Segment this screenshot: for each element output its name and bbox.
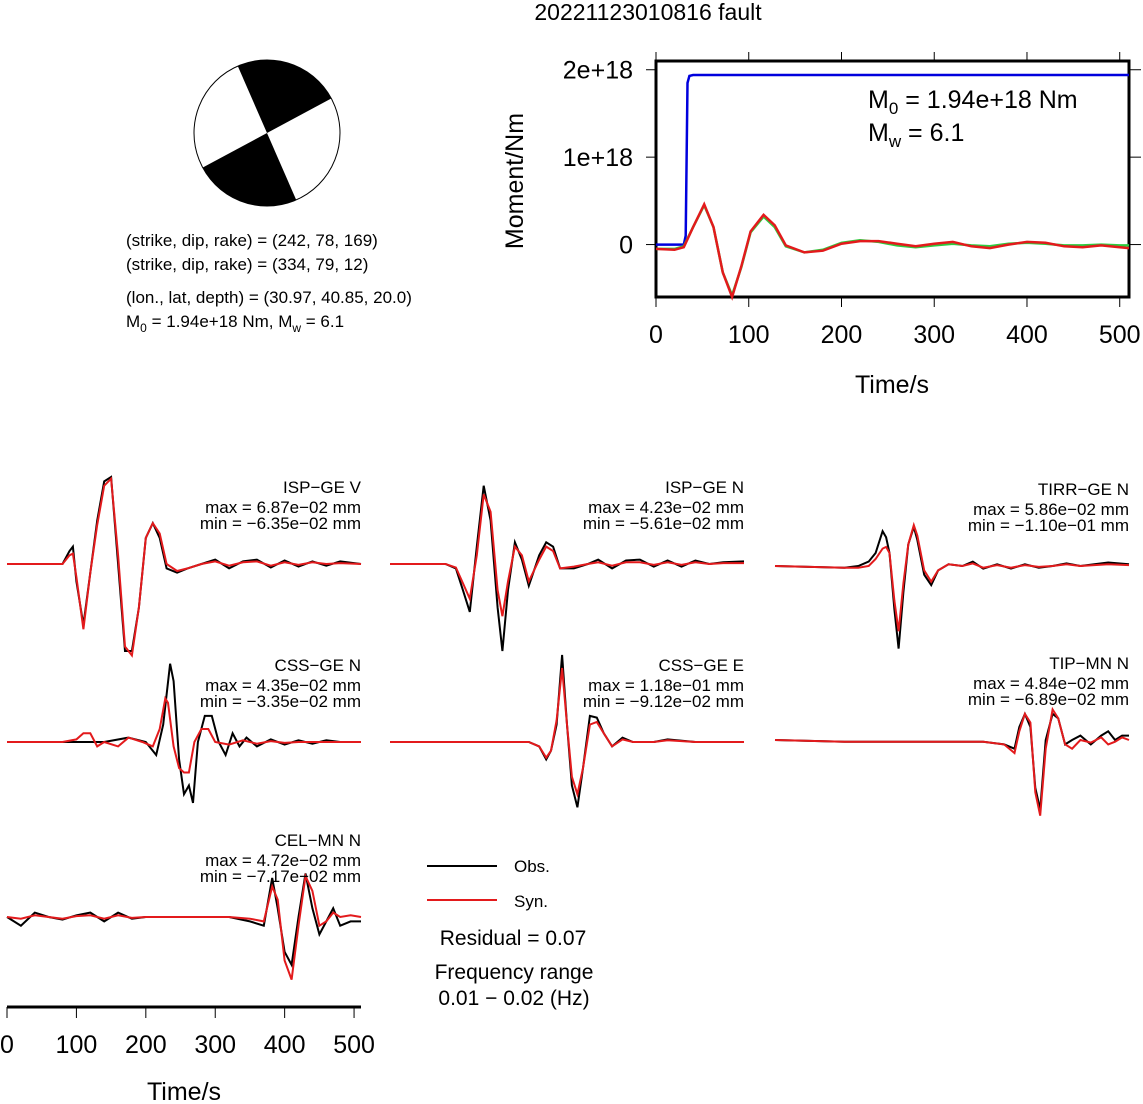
moment-line-subw: w	[291, 321, 301, 335]
moment-rate-ylabel: Moment/Nm	[501, 113, 529, 249]
nodal-plane-2: (strike, dip, rake) = (334, 79, 12)	[126, 255, 368, 274]
residual-label: Residual = 0.07	[440, 927, 587, 950]
m0-post: = 1.94e+18 Nm	[898, 86, 1077, 114]
station-name: CEL−MN N	[275, 831, 361, 850]
station-name: CSS−GE N	[275, 656, 361, 675]
moment-line: M0 = 1.94e+18 Nm, Mw = 6.1	[126, 312, 344, 335]
station-name: ISP−GE N	[665, 478, 744, 497]
legend-obs-label: Obs.	[514, 857, 550, 876]
station-min: min = −6.35e−02 mm	[200, 514, 361, 533]
moment-rate-plot: 0 100 200 300 400 500 0 1e+18 2e+18 Time/s Mome…	[501, 52, 1141, 399]
moment-line-end: = 6.1	[301, 312, 344, 331]
moment-rate-y-axis: 0 1e+18 2e+18	[563, 57, 1141, 260]
moment-rate-y-tick-label: 2e+18	[563, 57, 633, 85]
waveform-x-tick-label: 300	[194, 1031, 236, 1059]
station-max: max = 5.86e−02 mm	[973, 500, 1129, 519]
moment-rate-x-tick-label: 200	[821, 321, 863, 349]
mw-post: = 6.1	[901, 119, 964, 147]
station-min: min = −3.35e−02 mm	[200, 692, 361, 711]
waveform-x-tick-label: 200	[125, 1031, 167, 1059]
waveform-xlabel: Time/s	[147, 1078, 221, 1104]
moment-rate-x-tick-label: 100	[728, 321, 770, 349]
synthetic-trace	[6, 872, 362, 980]
synthetic-trace	[774, 521, 1130, 632]
moment-line-sub0: 0	[140, 321, 147, 335]
moment-rate-annotation-mw: Mw = 6.1	[868, 119, 964, 151]
station-min: min = −7.17e−02 mm	[200, 867, 361, 886]
station-name: TIRR−GE N	[1038, 480, 1129, 499]
moment-rate-y-tick-label: 1e+18	[563, 144, 633, 172]
moment-line-m: M	[126, 312, 140, 331]
moment-rate-series-2	[655, 201, 1130, 301]
station-min: min = −6.89e−02 mm	[968, 690, 1129, 709]
station-max: max = 4.35e−02 mm	[205, 676, 361, 695]
synthetic-trace	[7, 476, 362, 658]
synthetic-trace	[390, 667, 744, 799]
moment-rate-xlabel: Time/s	[855, 371, 929, 399]
moment-rate-plot-frame	[654, 59, 1131, 299]
m0-pre: M	[868, 86, 889, 114]
waveform-x-tick-label: 100	[56, 1031, 98, 1059]
beachball-compressional-quadrant-ne	[237, 60, 332, 134]
beachball	[193, 59, 341, 207]
synthetic-trace	[390, 494, 744, 617]
moment-line-mid: = 1.94e+18 Nm, M	[147, 312, 293, 331]
waveform-x-tick-label: 0	[0, 1031, 14, 1059]
mw-pre: M	[868, 119, 889, 147]
station-max: max = 4.84e−02 mm	[973, 674, 1129, 693]
station-name: ISP−GE V	[283, 478, 362, 497]
station-max: max = 4.72e−02 mm	[205, 851, 361, 870]
waveform-x-tick-label: 400	[264, 1031, 306, 1059]
moment-rate-x-tick-label: 300	[913, 321, 955, 349]
frequency-range-value: 0.01 − 0.02 (Hz)	[438, 987, 589, 1010]
moment-rate-x-tick-label: 400	[1006, 321, 1048, 349]
station-min: min = −9.12e−02 mm	[583, 692, 744, 711]
waveform-x-axis: 0 100 200 300 400 500	[0, 1005, 375, 1059]
moment-rate-x-tick-label: 500	[1099, 321, 1141, 349]
station-name: CSS−GE E	[658, 656, 744, 675]
moment-rate-annotation-m0: M0 = 1.94e+18 Nm	[868, 86, 1078, 118]
observed-trace	[774, 523, 1130, 649]
station-min: min = −5.61e−02 mm	[583, 514, 744, 533]
moment-rate-x-axis: 0 100 200 300 400 500	[649, 52, 1141, 349]
moment-rate-y-tick-label: 0	[619, 232, 633, 260]
moment-rate-series	[655, 73, 1130, 301]
station-name: TIP−MN N	[1049, 654, 1129, 673]
station-max: max = 4.23e−02 mm	[588, 498, 744, 517]
mw-sub: w	[888, 132, 902, 151]
location-line: (lon., lat, depth) = (30.97, 40.85, 20.0…	[126, 288, 412, 307]
figure-title: 20221123010816 fault	[534, 0, 762, 25]
m0-sub: 0	[889, 99, 898, 118]
synthetic-trace	[7, 695, 361, 774]
nodal-plane-1: (strike, dip, rake) = (242, 78, 169)	[126, 231, 378, 250]
observed-trace	[774, 711, 1129, 810]
waveform-x-tick-label: 500	[333, 1031, 375, 1059]
legend: Obs. Syn.	[427, 857, 550, 911]
station-min: min = −1.10e−01 mm	[968, 516, 1129, 535]
station-max: max = 1.18e−01 mm	[588, 676, 744, 695]
beachball-compressional-quadrant-sw	[202, 133, 297, 206]
moment-rate-x-tick-label: 0	[649, 321, 663, 349]
frequency-range-label: Frequency range	[435, 961, 594, 984]
synthetic-trace	[774, 706, 1130, 816]
station-max: max = 6.87e−02 mm	[205, 498, 361, 517]
legend-syn-label: Syn.	[514, 892, 548, 911]
